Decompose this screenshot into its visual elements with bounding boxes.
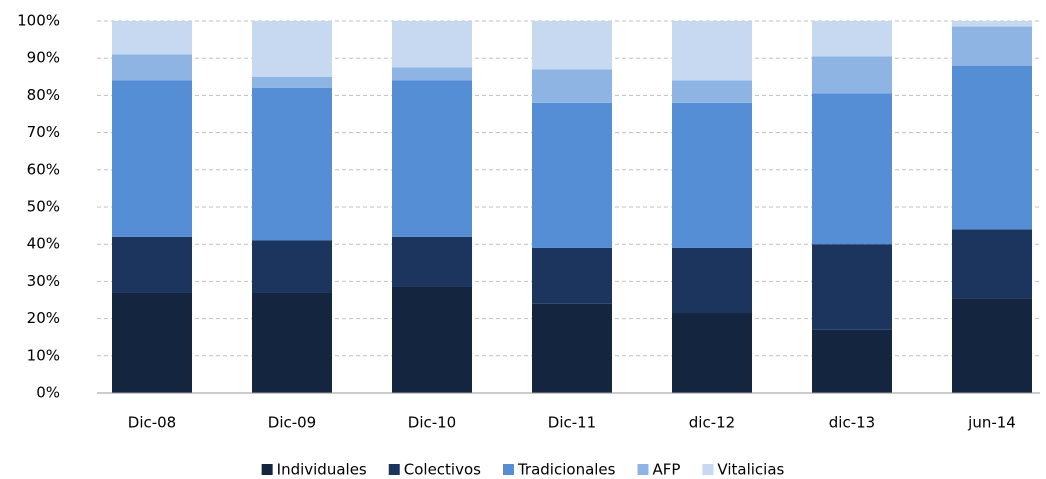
x-tick-label: jun-14 <box>967 414 1016 432</box>
y-tick-label: 20% <box>27 309 60 327</box>
legend-label: Individuales <box>277 461 367 479</box>
y-tick-label: 60% <box>27 160 60 178</box>
bar-segment <box>112 54 192 81</box>
x-tick-label: Dic-11 <box>548 414 596 432</box>
x-tick-label: Dic-10 <box>408 414 456 432</box>
bar-segment <box>532 303 612 393</box>
bar-segment <box>672 21 752 81</box>
legend-swatch <box>702 464 714 475</box>
bar-segment <box>812 56 892 94</box>
bar-segment <box>952 229 1032 299</box>
bar-segment <box>812 21 892 57</box>
bar-segment <box>392 236 472 287</box>
bar-segment <box>252 21 332 77</box>
bar-segment <box>812 93 892 245</box>
y-tick-label: 10% <box>27 346 60 364</box>
y-tick-label: 100% <box>17 12 60 30</box>
y-tick-label: 70% <box>27 123 60 141</box>
bar-segment <box>672 247 752 314</box>
legend-swatch <box>388 464 400 475</box>
bar-segment <box>112 80 192 237</box>
y-tick-label: 0% <box>36 384 60 402</box>
x-tick-label: dic-13 <box>829 414 875 432</box>
y-tick-label: 30% <box>27 272 60 290</box>
legend-label: Tradicionales <box>517 461 616 479</box>
bar-segment <box>392 67 472 81</box>
bar-segment <box>952 298 1032 393</box>
legend-swatch <box>502 464 514 475</box>
bar-segment <box>112 21 192 55</box>
bar-segment <box>812 329 892 393</box>
bar-segment <box>252 240 332 293</box>
legend-swatch <box>637 464 649 475</box>
bar-segment <box>252 76 332 88</box>
legend-label: Vitalicias <box>717 461 784 479</box>
bar-segment <box>252 292 332 393</box>
bar-segment <box>392 286 472 393</box>
x-tick-label: Dic-09 <box>268 414 316 432</box>
bar-segment <box>672 313 752 393</box>
bar-segment <box>952 26 1032 66</box>
legend-label: Colectivos <box>404 461 481 479</box>
bar-segment <box>112 292 192 393</box>
bar-segment <box>532 247 612 304</box>
bar-segment <box>532 21 612 70</box>
x-tick-label: Dic-08 <box>128 414 176 432</box>
legend-swatch <box>261 464 273 475</box>
bar-segment <box>952 65 1032 230</box>
y-tick-label: 80% <box>27 86 60 104</box>
x-tick-label: dic-12 <box>689 414 735 432</box>
y-tick-label: 90% <box>27 49 60 67</box>
bar-segment <box>952 21 1032 27</box>
bar-segment <box>532 102 612 248</box>
bar-segment <box>672 102 752 248</box>
bar-segment <box>392 21 472 68</box>
bar-segment <box>672 80 752 103</box>
legend-label: AFP <box>652 461 680 479</box>
bar-segment <box>112 236 192 293</box>
bar-segment <box>532 69 612 103</box>
bar-segment <box>252 87 332 241</box>
y-tick-label: 40% <box>27 235 60 253</box>
bar-segment <box>812 244 892 330</box>
y-tick-label: 50% <box>27 198 60 216</box>
bar-segment <box>392 80 472 237</box>
